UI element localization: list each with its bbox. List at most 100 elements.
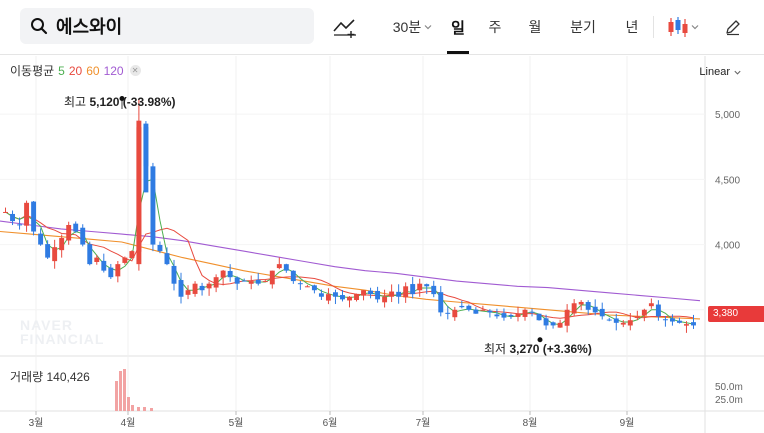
pencil-icon bbox=[726, 20, 740, 36]
candle-body bbox=[424, 284, 430, 287]
close-icon[interactable]: ✕ bbox=[129, 65, 141, 76]
candle-body bbox=[340, 295, 345, 300]
candle-body bbox=[115, 264, 121, 277]
chevron-down-icon bbox=[734, 70, 741, 75]
drawing-tool-button[interactable] bbox=[330, 14, 360, 40]
ma-60-label: 60 bbox=[86, 63, 100, 78]
candle-body bbox=[662, 319, 668, 321]
candle-body bbox=[382, 296, 388, 303]
candle-body bbox=[255, 279, 261, 284]
scale-mode-label: Linear bbox=[699, 66, 730, 78]
candle-body bbox=[311, 285, 317, 291]
candle-body bbox=[691, 322, 696, 326]
volume-value: 140,426 bbox=[46, 370, 90, 384]
volume-legend: 거래량 140,426 bbox=[10, 368, 90, 385]
x-tick-label: 4월 bbox=[121, 417, 136, 429]
candle-body bbox=[613, 318, 619, 323]
candle-body bbox=[129, 251, 135, 258]
candle-body bbox=[438, 292, 444, 313]
chevron-down-icon bbox=[691, 25, 699, 30]
chart-type-select[interactable] bbox=[664, 14, 702, 40]
candle-body bbox=[403, 286, 409, 298]
tab-week[interactable]: 주 bbox=[488, 19, 502, 35]
candle-body bbox=[248, 281, 254, 284]
candle-body bbox=[297, 283, 303, 285]
candle-body bbox=[522, 309, 528, 317]
tab-year[interactable]: 년 bbox=[625, 19, 639, 35]
candle-body bbox=[333, 292, 338, 297]
y-tick-label: 5,000 bbox=[715, 110, 740, 121]
interval-select[interactable]: 30분 bbox=[390, 14, 436, 40]
candle-body bbox=[459, 305, 465, 308]
x-tick-label: 9월 bbox=[620, 417, 635, 429]
moving-average-legend[interactable]: 이동평균 5 20 60 120 ✕ bbox=[10, 62, 141, 79]
edit-drawing-button[interactable] bbox=[720, 14, 746, 40]
naver-financial-watermark: NAVER FINANCIAL bbox=[20, 318, 104, 346]
ma-legend-label: 이동평균 bbox=[10, 64, 55, 78]
low-label: 최저 bbox=[484, 342, 507, 356]
candle-body bbox=[269, 270, 275, 285]
candle-body bbox=[431, 285, 437, 295]
ma-20-label: 20 bbox=[68, 63, 83, 78]
candle-body bbox=[241, 280, 247, 282]
candle-body bbox=[389, 291, 395, 297]
x-tick-label: 8월 bbox=[523, 417, 538, 429]
low-value: 3,270 (+3.36%) bbox=[509, 342, 592, 356]
candle-body bbox=[171, 265, 177, 284]
candle-body bbox=[361, 290, 366, 296]
candle-body bbox=[59, 238, 65, 251]
stock-search-box[interactable]: 에스와이 bbox=[20, 8, 314, 44]
candle-body bbox=[24, 202, 30, 226]
candle-body bbox=[150, 166, 156, 245]
candle-body bbox=[655, 304, 661, 317]
low-price-annotation: 최저 3,270 (+3.36%) bbox=[484, 340, 592, 357]
tab-quarter[interactable]: 분기 bbox=[570, 19, 596, 35]
candle-body bbox=[52, 247, 58, 262]
volume-bar bbox=[137, 407, 140, 411]
scale-mode-select[interactable]: Linear bbox=[699, 66, 742, 78]
candle-body bbox=[508, 315, 514, 317]
ma-120-label: 120 bbox=[103, 63, 124, 78]
active-period-indicator bbox=[447, 51, 469, 54]
volume-bar bbox=[131, 405, 134, 411]
candle-body bbox=[206, 283, 212, 289]
search-icon bbox=[31, 18, 48, 35]
candle-body bbox=[606, 319, 612, 321]
candle-body bbox=[543, 318, 549, 326]
current-price-tag: 3,380 bbox=[708, 306, 764, 322]
search-query: 에스와이 bbox=[56, 17, 123, 37]
x-tick-label: 6월 bbox=[323, 417, 338, 429]
candle-body bbox=[276, 264, 282, 269]
candle-body bbox=[536, 313, 542, 321]
candle-body bbox=[501, 313, 507, 318]
candle-body bbox=[38, 233, 44, 245]
candle-body bbox=[557, 322, 563, 328]
volume-bar bbox=[127, 397, 130, 411]
y-tick-label: 4,500 bbox=[715, 175, 740, 186]
candle-body bbox=[550, 322, 556, 326]
ma-60-line bbox=[0, 230, 701, 320]
high-marker-dot bbox=[119, 95, 125, 101]
volume-bar bbox=[143, 407, 146, 411]
candle-body bbox=[641, 309, 647, 316]
candle-body bbox=[354, 294, 359, 301]
ma-120-line bbox=[0, 220, 701, 302]
chevron-down-icon bbox=[424, 25, 432, 30]
candle-body bbox=[213, 277, 219, 288]
ma-5-label: 5 bbox=[58, 63, 65, 78]
high-label: 최고 bbox=[64, 95, 87, 109]
low-marker-dot bbox=[537, 337, 543, 343]
volume-tick-label: 50.0m bbox=[715, 382, 743, 393]
candle-body bbox=[3, 211, 8, 213]
candle-body bbox=[564, 309, 570, 326]
candle-body bbox=[45, 244, 51, 258]
candle-body bbox=[262, 281, 268, 283]
tab-month[interactable]: 월 bbox=[528, 19, 542, 35]
candle-body bbox=[592, 306, 598, 313]
tab-day[interactable]: 일 bbox=[451, 19, 465, 37]
candle-body bbox=[368, 290, 374, 295]
candle-body bbox=[325, 294, 331, 301]
candle-body bbox=[676, 320, 682, 323]
